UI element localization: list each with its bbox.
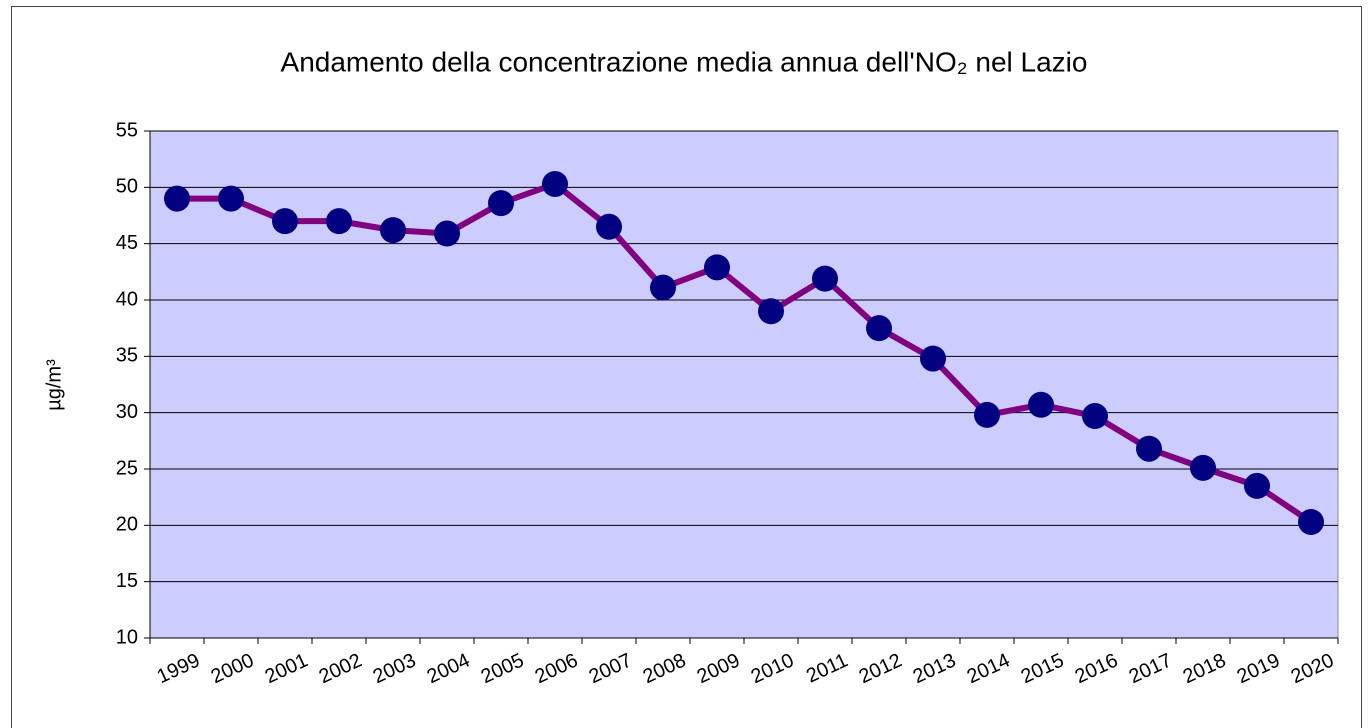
data-point [164, 185, 190, 212]
chart-title: Andamento della concentrazione media ann… [281, 46, 1088, 77]
y-tick-label: 20 [116, 514, 138, 536]
data-point [1298, 508, 1324, 535]
data-point [326, 208, 352, 235]
y-tick-label: 50 [116, 176, 138, 198]
data-point [380, 217, 406, 244]
data-point [974, 401, 1000, 428]
y-tick-label: 25 [116, 457, 138, 479]
data-point [1082, 403, 1108, 430]
data-point [1136, 435, 1162, 462]
y-tick-label: 40 [116, 288, 138, 310]
data-point [218, 185, 244, 212]
data-point [812, 265, 838, 292]
y-tick-label: 10 [116, 626, 138, 648]
data-point [1244, 472, 1270, 499]
data-point [920, 345, 946, 372]
data-point [866, 315, 892, 342]
y-tick-label: 15 [116, 570, 138, 592]
plot-area [149, 130, 1339, 639]
data-point [272, 208, 298, 235]
y-axis-label: µg/m³ [43, 359, 65, 411]
y-tick-label: 30 [116, 401, 138, 423]
data-point [596, 213, 622, 240]
data-point [1190, 454, 1216, 481]
y-tick-label: 35 [116, 345, 138, 367]
data-point [434, 220, 460, 247]
series-line [177, 180, 1313, 525]
data-point [704, 254, 730, 281]
data-point [650, 274, 676, 301]
y-tick-label: 55 [116, 119, 138, 141]
y-tick-label: 45 [116, 232, 138, 254]
data-point [542, 170, 568, 197]
data-point [758, 298, 784, 325]
data-point [1028, 391, 1054, 418]
data-point [488, 190, 514, 217]
